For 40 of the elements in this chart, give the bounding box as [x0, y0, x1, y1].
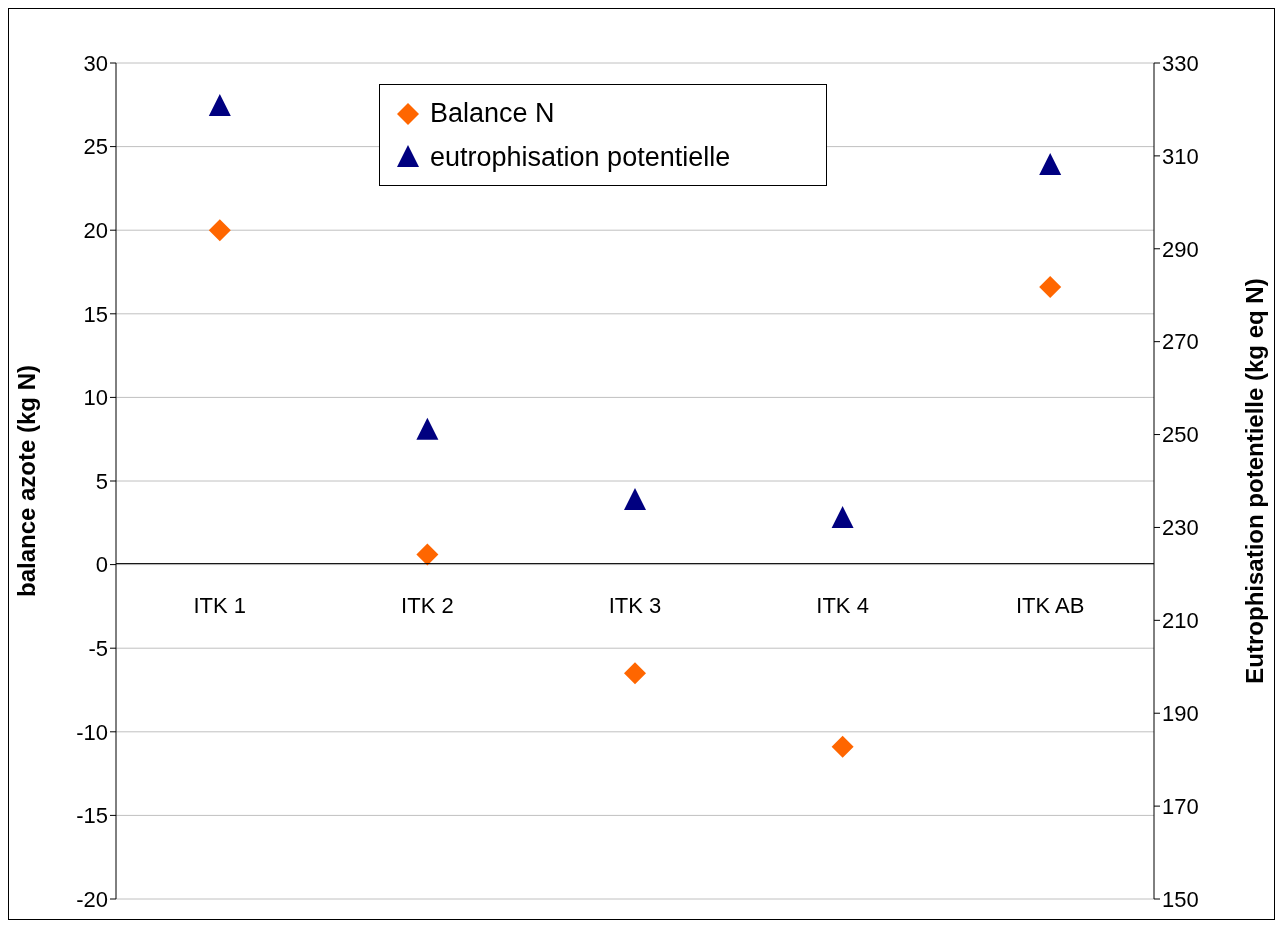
y2-axis-title: Eutrophisation potentielle (kg eq N) [1240, 278, 1268, 684]
y2-tick-label: 210 [1162, 608, 1199, 634]
y2-tick-label: 310 [1162, 143, 1199, 169]
point [1039, 153, 1062, 176]
y-tick-label: -20 [76, 886, 108, 912]
y-tick-label: 25 [83, 134, 108, 160]
y2-tick-label: 190 [1162, 701, 1199, 727]
point [208, 219, 231, 242]
y-axis-title: balance azote (kg N) [12, 364, 40, 598]
y2-tick-label: 230 [1162, 515, 1199, 541]
y-tick-label: 5 [95, 468, 108, 494]
y-tick-label: 20 [83, 218, 108, 244]
x-tick-label: ITK 3 [608, 592, 662, 618]
point [624, 662, 646, 685]
point [1039, 276, 1062, 299]
point [416, 417, 439, 440]
y-tick-label: 10 [83, 385, 108, 411]
y2-tick-label: 330 [1162, 50, 1199, 76]
legend-label: Balance N [430, 97, 555, 129]
point [831, 735, 854, 758]
y-tick-label: 15 [83, 301, 108, 327]
x-tick-label: ITK 2 [401, 592, 454, 618]
y2-tick-label: 170 [1162, 793, 1199, 819]
y2-tick-label: 290 [1162, 236, 1199, 262]
x-tick-label: ITK AB [1015, 592, 1085, 618]
y2-tick-label: 150 [1162, 886, 1199, 912]
point [831, 506, 854, 529]
y2-tick-label: 250 [1162, 422, 1199, 448]
y-tick-label: -15 [76, 803, 108, 829]
legend-label: eutrophisation potentielle [430, 141, 731, 173]
y-tick-label: 30 [83, 50, 108, 76]
y-tick-label: -5 [88, 636, 108, 662]
point [208, 94, 231, 117]
y-tick-label: -10 [76, 719, 108, 745]
x-tick-label: ITK 4 [816, 592, 869, 618]
point [624, 487, 646, 510]
x-tick-label: ITK 1 [193, 592, 247, 618]
point [416, 543, 439, 566]
y2-tick-label: 270 [1162, 329, 1199, 355]
y-tick-label: 0 [95, 552, 108, 578]
